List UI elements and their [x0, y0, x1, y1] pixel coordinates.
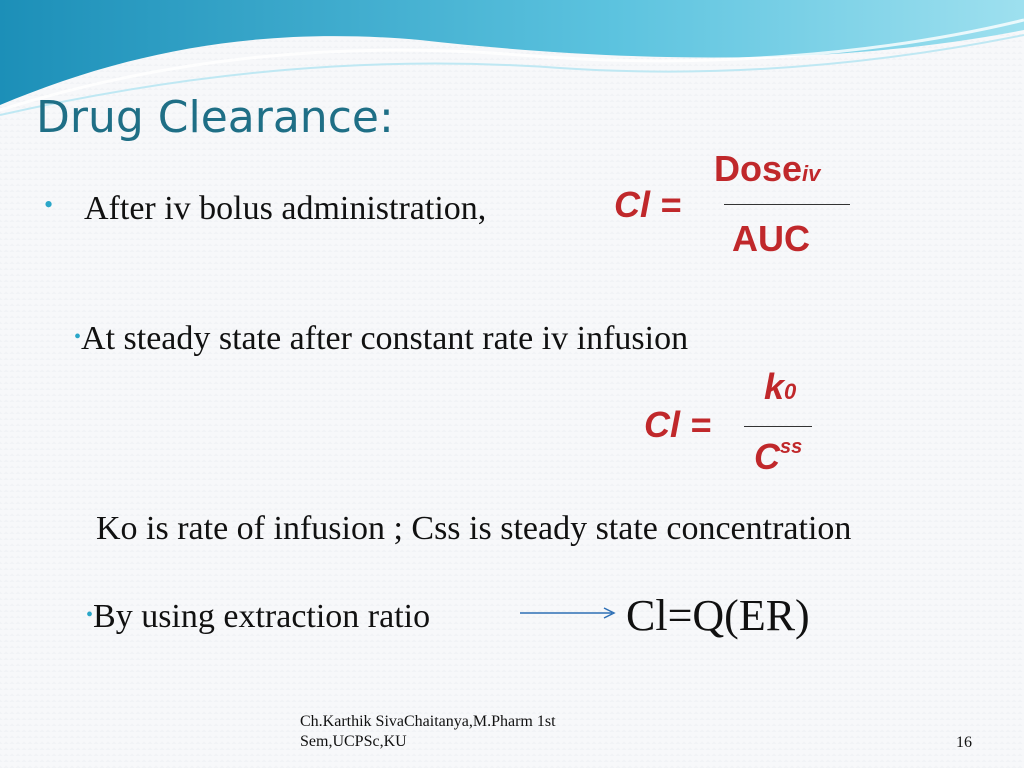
- bullet-extraction-ratio: •By using extraction ratio: [86, 598, 430, 636]
- clearance-formula-extraction: Cl=Q(ER): [626, 591, 810, 640]
- formula-denominator: Css: [754, 436, 803, 477]
- bullet-iv-bolus: • After iv bolus administration,: [44, 190, 487, 228]
- formula-numerator: Doseiv: [714, 148, 821, 189]
- bullet-text: After iv bolus administration,: [84, 190, 487, 227]
- header-wave-decoration: [0, 0, 1024, 116]
- bullet-marker: •: [74, 326, 82, 348]
- formula-denominator: AUC: [732, 218, 810, 259]
- page-number: 16: [956, 734, 972, 751]
- formula-lhs: Cl =: [614, 184, 682, 225]
- bullet-text: By using extraction ratio: [93, 598, 431, 635]
- formula-numerator: k0: [764, 366, 797, 407]
- fraction-bar: [724, 204, 850, 205]
- definition-text: Ko is rate of infusion ; Css is steady s…: [96, 510, 852, 547]
- bullet-marker: •: [86, 604, 94, 626]
- bullet-text: At steady state after constant rate iv i…: [81, 320, 689, 357]
- fraction-bar: [744, 426, 812, 427]
- slide-title: Drug Clearance:: [36, 92, 394, 143]
- bullet-marker: •: [44, 190, 54, 219]
- formula-lhs: Cl =: [644, 404, 712, 445]
- footer-author: Ch.Karthik SivaChaitanya,M.Pharm 1st Sem…: [300, 713, 556, 750]
- bullet-steady-state: •At steady state after constant rate iv …: [74, 320, 688, 358]
- arrow-right-icon: [520, 607, 616, 619]
